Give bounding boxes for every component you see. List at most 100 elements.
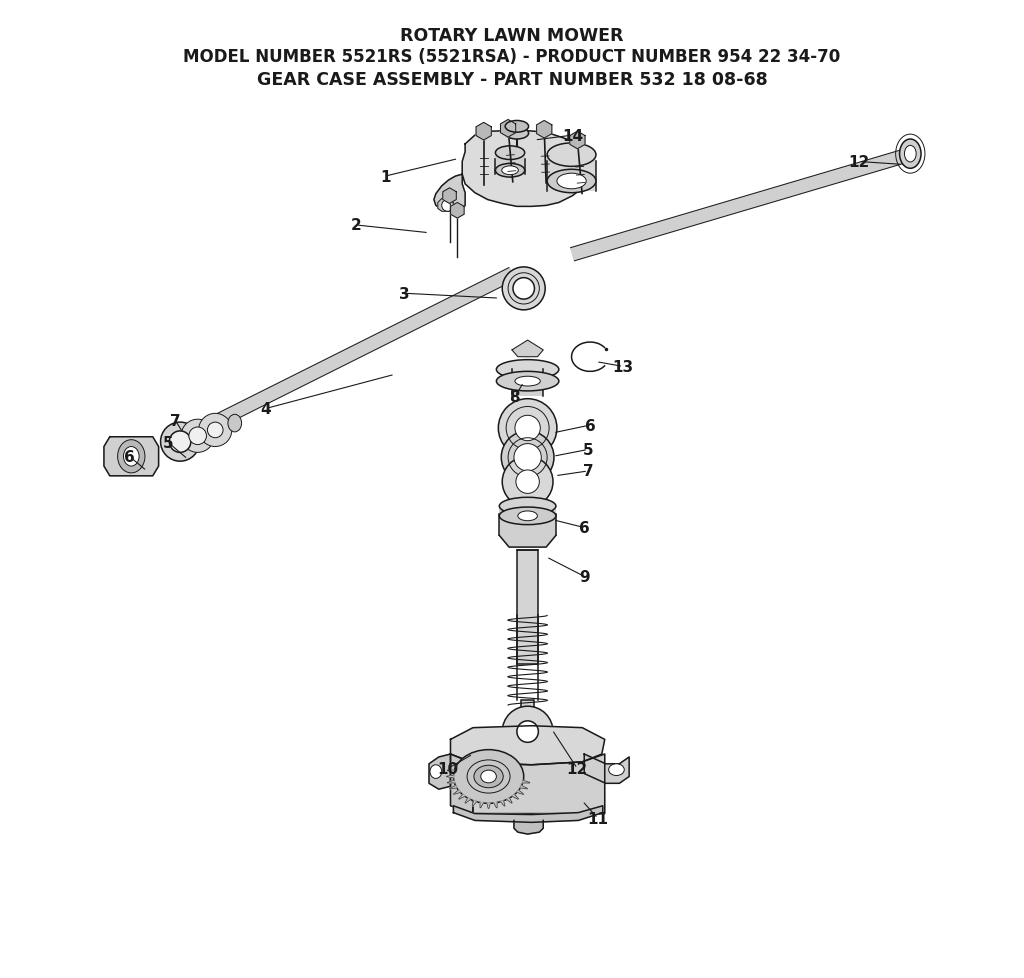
Ellipse shape [518,511,538,521]
Ellipse shape [899,140,921,169]
Polygon shape [459,794,465,799]
Polygon shape [473,754,605,814]
Polygon shape [522,780,529,783]
Text: 3: 3 [399,287,410,301]
Ellipse shape [124,447,139,467]
Polygon shape [451,726,605,765]
Ellipse shape [228,415,242,432]
Polygon shape [501,801,505,806]
Ellipse shape [608,764,625,776]
Polygon shape [570,151,904,261]
Polygon shape [520,785,527,789]
Text: 12: 12 [566,762,588,777]
Text: 5: 5 [163,435,174,451]
Circle shape [188,427,207,445]
Polygon shape [585,754,629,783]
Text: 13: 13 [612,360,634,375]
Polygon shape [517,790,523,795]
Text: 7: 7 [583,464,594,479]
Ellipse shape [500,498,556,515]
Polygon shape [569,132,585,150]
Bar [521,700,535,723]
Polygon shape [429,754,451,789]
Circle shape [514,444,542,471]
Text: ROTARY LAWN MOWER: ROTARY LAWN MOWER [400,26,624,45]
Text: 12: 12 [848,155,869,170]
Bar [500,507,556,536]
Polygon shape [465,798,470,803]
Polygon shape [451,754,473,814]
Polygon shape [442,189,457,204]
Circle shape [513,279,535,300]
Polygon shape [451,203,464,219]
Circle shape [502,706,553,757]
Text: 7: 7 [170,414,180,428]
Ellipse shape [515,377,541,386]
Ellipse shape [502,166,518,175]
Ellipse shape [496,147,524,160]
Text: 5: 5 [583,442,594,458]
Text: 6: 6 [579,520,590,536]
Polygon shape [104,437,159,476]
Polygon shape [446,776,454,778]
Ellipse shape [454,750,523,804]
Text: 6: 6 [124,449,135,465]
Ellipse shape [505,128,528,140]
Text: MODEL NUMBER 5521RS (5521RSA) - PRODUCT NUMBER 954 22 34-70: MODEL NUMBER 5521RS (5521RSA) - PRODUCT … [183,48,841,67]
Polygon shape [447,780,455,783]
Ellipse shape [497,360,559,379]
Ellipse shape [505,121,528,133]
Polygon shape [501,120,516,138]
Ellipse shape [497,372,559,391]
Circle shape [169,431,190,453]
Circle shape [208,422,223,438]
Bar [496,154,524,175]
Ellipse shape [904,146,916,162]
Circle shape [502,431,554,484]
Text: 9: 9 [579,569,590,584]
Text: 10: 10 [437,762,458,777]
Polygon shape [454,806,603,822]
Bar [547,156,596,192]
Polygon shape [186,268,515,441]
Polygon shape [476,123,492,141]
Text: 1: 1 [380,169,390,185]
Circle shape [517,721,539,742]
Circle shape [161,422,200,462]
Ellipse shape [474,766,503,788]
Ellipse shape [496,164,524,178]
Text: GEAR CASE ASSEMBLY - PART NUMBER 532 18 08-68: GEAR CASE ASSEMBLY - PART NUMBER 532 18 … [257,70,767,89]
Circle shape [199,414,231,447]
Circle shape [499,399,557,458]
Polygon shape [507,798,512,803]
Polygon shape [514,821,544,834]
Polygon shape [512,794,518,799]
Ellipse shape [118,440,145,473]
Polygon shape [480,803,483,808]
Text: 4: 4 [261,402,271,417]
Polygon shape [512,340,544,357]
Circle shape [181,420,214,453]
Circle shape [515,416,541,441]
Polygon shape [447,771,455,773]
Ellipse shape [500,508,556,525]
Polygon shape [434,175,465,212]
Polygon shape [494,803,497,808]
Text: 14: 14 [562,128,583,144]
Ellipse shape [480,771,497,783]
Circle shape [502,268,545,311]
Circle shape [502,457,553,508]
Bar [512,370,544,396]
Circle shape [441,200,454,212]
Polygon shape [186,429,193,441]
Ellipse shape [430,765,441,778]
Text: 6: 6 [585,419,596,433]
Polygon shape [462,131,588,207]
Polygon shape [537,121,552,139]
Text: 11: 11 [588,811,608,826]
Polygon shape [500,536,556,548]
Polygon shape [450,785,457,789]
Polygon shape [486,803,490,809]
Text: 2: 2 [350,218,361,233]
Polygon shape [472,801,477,806]
